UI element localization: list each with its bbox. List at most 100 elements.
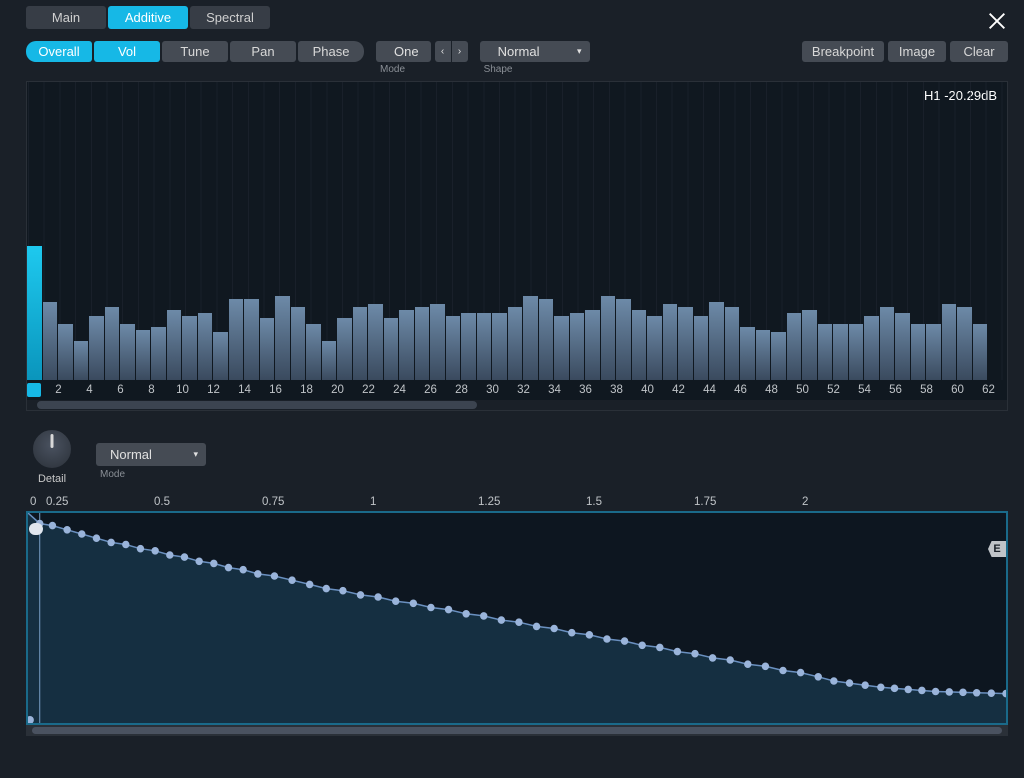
envelope-point[interactable] [779, 667, 786, 675]
param-vol[interactable]: Vol [94, 41, 160, 62]
envelope-point[interactable] [797, 669, 804, 677]
envelope-point[interactable] [410, 600, 417, 608]
harmonic-bar[interactable] [694, 316, 709, 380]
envelope-point[interactable] [656, 644, 663, 652]
envelope-point[interactable] [918, 687, 925, 695]
param-phase[interactable]: Phase [298, 41, 364, 62]
envelope-point[interactable] [603, 635, 610, 643]
envelope-point[interactable] [225, 564, 232, 572]
harmonic-bar[interactable] [430, 304, 445, 380]
tab-main[interactable]: Main [26, 6, 106, 29]
harmonic-bar[interactable] [58, 324, 73, 380]
harmonic-bar[interactable] [880, 307, 895, 380]
envelope-point[interactable] [550, 625, 557, 633]
envelope-point[interactable] [339, 587, 346, 595]
harmonic-bar[interactable] [368, 304, 383, 380]
envelope-point[interactable] [480, 612, 487, 620]
harmonic-bar[interactable] [771, 332, 786, 380]
envelope-start-handle[interactable] [29, 523, 43, 535]
envelope-point[interactable] [288, 576, 295, 584]
envelope-point[interactable] [137, 545, 144, 553]
envelope-point[interactable] [533, 623, 540, 631]
harmonic-bar[interactable] [446, 316, 461, 380]
envelope-point[interactable] [621, 637, 628, 645]
envelope-point[interactable] [181, 553, 188, 561]
envelope-scrollbar[interactable] [26, 725, 1008, 736]
harmonic-bar[interactable] [89, 316, 104, 380]
envelope-point[interactable] [946, 688, 953, 696]
harmonic-bar[interactable] [353, 307, 368, 380]
mode-value[interactable]: One [376, 41, 431, 62]
envelope-point[interactable] [877, 684, 884, 692]
param-overall[interactable]: Overall [26, 41, 92, 62]
harmonic-bar[interactable] [833, 324, 848, 380]
envelope-point[interactable] [63, 526, 70, 534]
tab-spectral[interactable]: Spectral [190, 6, 270, 29]
harmonic-bar[interactable] [43, 302, 58, 380]
harmonic-bar[interactable] [957, 307, 972, 380]
envelope-point[interactable] [357, 591, 364, 599]
mode-prev-icon[interactable]: ‹ [435, 41, 451, 62]
envelope-point[interactable] [195, 558, 202, 566]
envelope-point[interactable] [515, 618, 522, 626]
harmonic-bar[interactable] [539, 299, 554, 380]
harmonic-bar[interactable] [926, 324, 941, 380]
envelope-point[interactable] [254, 570, 261, 578]
envelope-end-marker[interactable]: E [988, 541, 1006, 557]
envelope-point[interactable] [830, 677, 837, 685]
harmonic-bar[interactable] [725, 307, 740, 380]
harmonic-bar[interactable] [554, 316, 569, 380]
harmonic-bar[interactable] [616, 299, 631, 380]
harmonic-bar[interactable] [523, 296, 538, 380]
harmonic-bar[interactable] [415, 307, 430, 380]
envelope-point[interactable] [932, 688, 939, 696]
envelope-point[interactable] [891, 685, 898, 693]
envelope-point[interactable] [462, 610, 469, 618]
envelope-point[interactable] [988, 689, 995, 697]
spectrum-scrollbar[interactable] [27, 400, 1007, 410]
envelope-point[interactable] [762, 663, 769, 671]
envelope-point[interactable] [846, 679, 853, 687]
envelope-point[interactable] [151, 547, 158, 555]
tab-additive[interactable]: Additive [108, 6, 188, 29]
harmonic-bar[interactable] [492, 313, 507, 380]
harmonic-bar[interactable] [306, 324, 321, 380]
harmonic-bar[interactable] [384, 318, 399, 380]
harmonic-bar[interactable] [756, 330, 771, 380]
envelope-point[interactable] [959, 689, 966, 697]
envelope-point[interactable] [638, 642, 645, 650]
envelope-point[interactable] [815, 673, 822, 681]
envelope-point[interactable] [392, 597, 399, 605]
harmonic-bar[interactable] [120, 324, 135, 380]
shape-select[interactable]: Normal ▾ [480, 41, 590, 62]
harmonic-bar[interactable] [911, 324, 926, 380]
mode-next-icon[interactable]: › [452, 41, 468, 62]
harmonic-bar[interactable] [973, 324, 988, 380]
harmonic-bar[interactable] [849, 324, 864, 380]
envelope-point[interactable] [744, 660, 751, 668]
envelope-point[interactable] [78, 530, 85, 538]
harmonic-bar[interactable] [136, 330, 151, 380]
envelope-point[interactable] [374, 593, 381, 601]
envelope-point[interactable] [498, 616, 505, 624]
breakpoint-button[interactable]: Breakpoint [802, 41, 884, 62]
envelope-point[interactable] [973, 689, 980, 697]
harmonic-bar[interactable] [802, 310, 817, 380]
image-button[interactable]: Image [888, 41, 946, 62]
envelope-point[interactable] [323, 585, 330, 593]
harmonic-bar[interactable] [322, 341, 337, 380]
envelope-point[interactable] [674, 648, 681, 656]
param-pan[interactable]: Pan [230, 41, 296, 62]
detail-knob[interactable] [32, 429, 72, 469]
envelope-point[interactable] [709, 654, 716, 662]
harmonic-bar[interactable] [787, 313, 802, 380]
envelope-point[interactable] [904, 686, 911, 694]
harmonic-bar[interactable] [632, 310, 647, 380]
envelope-point[interactable] [122, 541, 129, 549]
harmonic-bar[interactable] [678, 307, 693, 380]
harmonic-bar[interactable] [198, 313, 213, 380]
harmonic-bar[interactable] [229, 299, 244, 380]
harmonic-bar[interactable] [167, 310, 182, 380]
harmonic-bar[interactable] [601, 296, 616, 380]
detail-mode-select[interactable]: Normal ▾ [96, 443, 206, 466]
